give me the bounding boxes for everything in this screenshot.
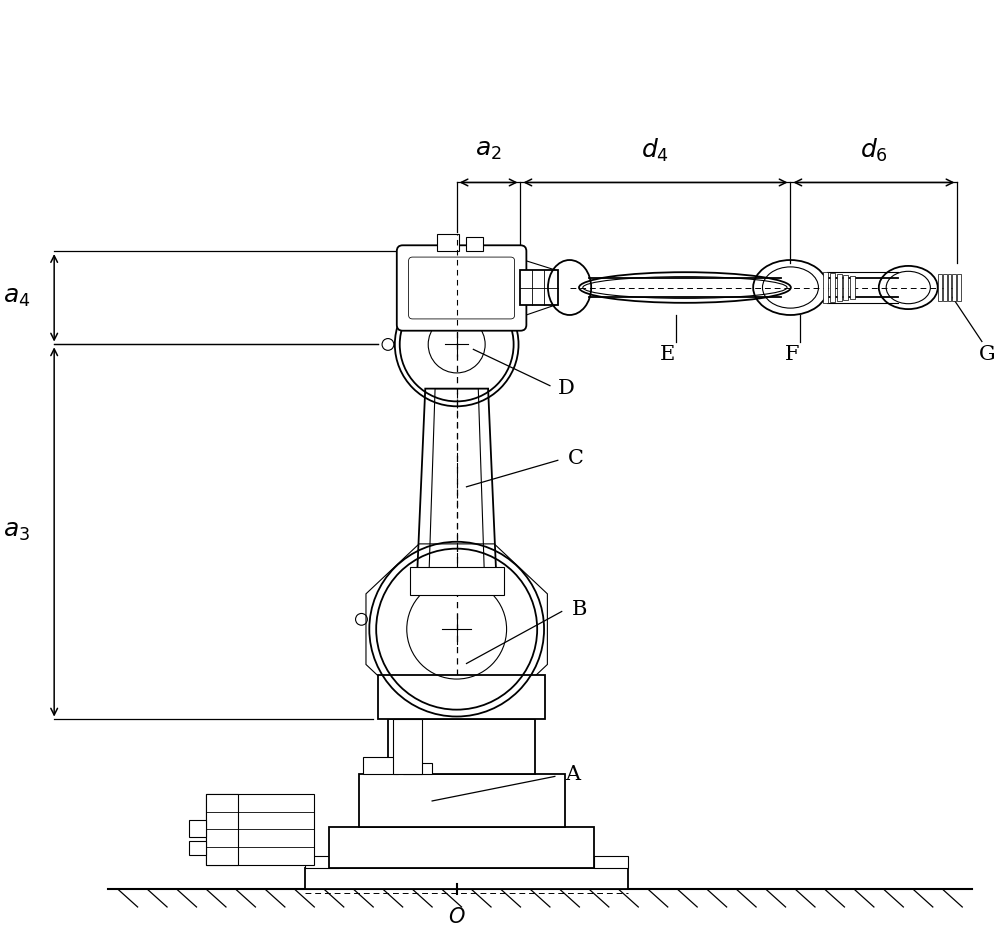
Text: C: C	[568, 448, 583, 467]
Text: $a_4$: $a_4$	[3, 287, 31, 309]
Text: $d_4$: $d_4$	[641, 136, 669, 164]
Bar	[957, 274, 961, 301]
Text: $a_3$: $a_3$	[3, 521, 30, 544]
Bar	[363, 757, 398, 774]
Text: $d_6$: $d_6$	[860, 136, 888, 164]
Text: D: D	[558, 379, 575, 398]
FancyBboxPatch shape	[409, 257, 515, 319]
Bar	[189, 842, 206, 855]
Bar	[952, 274, 956, 301]
Bar	[437, 233, 459, 251]
Bar	[520, 269, 558, 306]
Bar	[837, 274, 842, 301]
Bar	[206, 794, 314, 864]
Bar	[830, 273, 835, 302]
Bar	[189, 820, 206, 837]
Bar	[594, 856, 628, 867]
Bar	[850, 276, 855, 299]
Bar	[388, 720, 535, 774]
Bar	[466, 237, 483, 251]
Text: $O$: $O$	[448, 907, 465, 927]
Text: F: F	[785, 345, 800, 364]
Text: A: A	[565, 765, 580, 783]
Bar	[329, 827, 594, 867]
Bar	[843, 275, 848, 300]
Text: E: E	[660, 345, 675, 364]
FancyBboxPatch shape	[397, 246, 526, 330]
Bar	[305, 867, 628, 889]
Bar	[938, 274, 942, 301]
Bar	[305, 856, 339, 867]
Bar	[403, 763, 432, 774]
Bar	[393, 720, 422, 774]
Bar	[359, 774, 565, 827]
Bar	[823, 272, 828, 304]
Bar	[410, 567, 504, 595]
Text: B: B	[572, 600, 587, 619]
Bar	[378, 675, 545, 720]
Text: $a_2$: $a_2$	[475, 139, 502, 162]
Bar	[943, 274, 947, 301]
Bar	[948, 274, 951, 301]
Text: G: G	[979, 345, 996, 364]
Bar	[206, 794, 238, 864]
